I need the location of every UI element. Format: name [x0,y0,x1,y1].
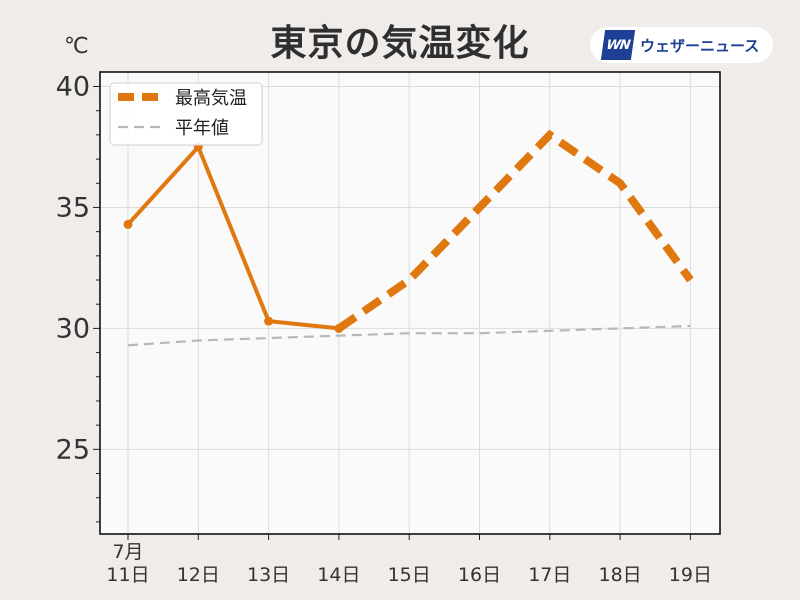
x-tick-month-label: 7月 [112,541,143,563]
y-tick-label: 30 [56,313,90,344]
x-tick-label: 12日 [177,564,220,586]
y-tick-label: 40 [56,72,90,103]
minor-ticks [93,86,100,523]
series-normal-line [127,324,691,347]
series-max-point [264,316,274,326]
y-axis-unit: ℃ [64,34,89,59]
legend-label-normal: 平年値 [175,118,229,139]
series-max-point [123,219,133,229]
chart-title: 東京の気温変化 [270,23,530,64]
x-tick-label: 15日 [388,564,431,586]
brand-badge[interactable]: WN ウェザーニュース [590,27,773,63]
y-tick-label: 35 [56,192,90,223]
y-tick-label: 25 [56,434,90,465]
plot-frame [99,71,721,535]
x-tick-label: 16日 [458,564,501,586]
x-tick-label: 18日 [599,564,642,586]
series-max-forecast-line [336,129,694,332]
plot-area [100,72,720,534]
y-axis: 25 30 35 40 [56,72,90,466]
x-tick-label: 17日 [528,564,571,586]
legend-label-max: 最高気温 [175,88,247,109]
series-max-point [334,323,344,333]
x-tick-label: 11日 [106,564,149,586]
x-tick-label: 14日 [317,564,360,586]
brand-name: ウェザーニュース [640,36,760,55]
series-layer [123,129,694,347]
x-tick-label: 13日 [247,564,290,586]
x-tick-label: 19日 [669,564,712,586]
series-max-observed-line [126,144,340,331]
